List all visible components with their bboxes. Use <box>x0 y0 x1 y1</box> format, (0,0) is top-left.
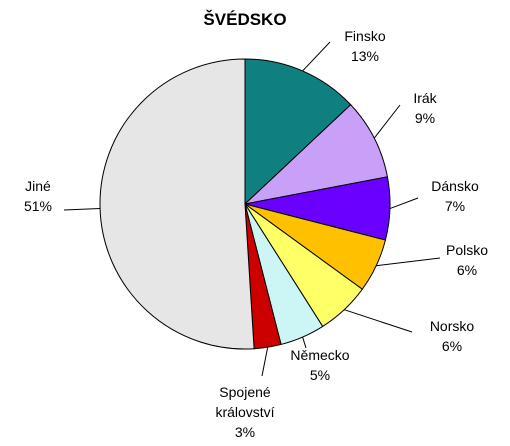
slice-label: Dánsko 7% <box>410 176 500 216</box>
pie-slice <box>243 104 389 205</box>
leader-line <box>389 197 419 210</box>
slice-name: Finsko <box>344 28 386 44</box>
slice-label: Spojené království 3% <box>200 382 290 442</box>
slice-name: Irák <box>413 90 437 106</box>
slice-name: Dánsko <box>431 178 479 194</box>
slice-value: 3% <box>234 424 256 440</box>
leader-line <box>376 257 441 267</box>
slice-value: 7% <box>444 198 466 214</box>
pie-slice <box>244 58 352 206</box>
slice-label: Německo 5% <box>275 345 365 385</box>
slice-label: Finsko 13% <box>320 26 410 66</box>
slice-name: Spojené království <box>215 384 275 420</box>
leader-line <box>63 208 101 211</box>
leader-line <box>344 309 413 333</box>
slice-value: 13% <box>350 48 380 64</box>
slice-value: 6% <box>441 338 463 354</box>
leader-line <box>302 336 307 349</box>
slice-name: Norsko <box>429 318 475 334</box>
slice-label: Norsko 6% <box>407 316 497 356</box>
slice-name: Německo <box>290 347 350 363</box>
chart-title: ŠVÉDSKO <box>203 10 287 29</box>
pie-slice <box>99 58 255 350</box>
slice-name: Jiné <box>25 178 51 194</box>
leader-line <box>261 347 269 377</box>
leader-line <box>373 104 401 139</box>
slice-label: Polsko 6% <box>422 240 510 280</box>
slice-value: 9% <box>414 110 436 126</box>
leader-line <box>302 41 331 72</box>
slice-value: 6% <box>456 262 478 278</box>
slice-label: Irák 9% <box>380 88 470 128</box>
slice-value: 51% <box>23 198 53 214</box>
slice-name: Polsko <box>445 242 489 258</box>
slice-value: 5% <box>309 367 331 383</box>
slice-label: Jiné 51% <box>0 176 83 216</box>
